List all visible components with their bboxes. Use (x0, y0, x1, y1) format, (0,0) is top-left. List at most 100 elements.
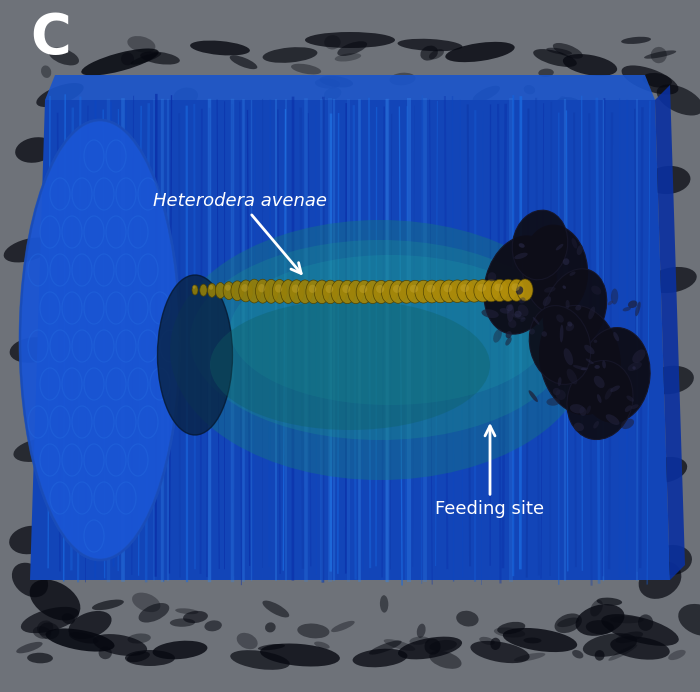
Ellipse shape (424, 639, 440, 655)
Ellipse shape (594, 421, 599, 428)
Ellipse shape (575, 305, 581, 311)
Ellipse shape (201, 102, 213, 113)
Ellipse shape (586, 620, 614, 635)
Ellipse shape (444, 284, 452, 292)
Ellipse shape (324, 87, 342, 100)
Ellipse shape (505, 331, 512, 338)
Ellipse shape (12, 563, 48, 597)
Ellipse shape (258, 644, 285, 650)
Ellipse shape (621, 37, 651, 44)
Ellipse shape (590, 600, 603, 617)
Ellipse shape (92, 599, 124, 610)
Ellipse shape (9, 526, 51, 554)
Ellipse shape (415, 280, 432, 303)
Ellipse shape (210, 300, 490, 430)
Ellipse shape (429, 49, 444, 60)
Ellipse shape (314, 280, 330, 304)
Ellipse shape (563, 54, 617, 76)
Ellipse shape (514, 653, 545, 662)
Ellipse shape (175, 608, 198, 614)
Ellipse shape (574, 423, 584, 431)
Ellipse shape (477, 284, 486, 292)
Ellipse shape (121, 53, 134, 65)
Ellipse shape (594, 365, 600, 369)
Ellipse shape (580, 327, 650, 422)
Ellipse shape (230, 650, 290, 670)
Ellipse shape (594, 340, 597, 343)
Ellipse shape (38, 622, 60, 639)
Ellipse shape (622, 66, 678, 95)
Ellipse shape (632, 366, 636, 370)
Polygon shape (45, 75, 655, 100)
Ellipse shape (20, 120, 180, 560)
Ellipse shape (491, 280, 508, 302)
Ellipse shape (393, 285, 401, 293)
Ellipse shape (538, 69, 554, 77)
Ellipse shape (331, 280, 346, 304)
Ellipse shape (494, 628, 525, 637)
Ellipse shape (518, 304, 528, 316)
Ellipse shape (567, 369, 577, 384)
Ellipse shape (323, 280, 338, 304)
Ellipse shape (380, 595, 389, 612)
Ellipse shape (543, 268, 607, 352)
Ellipse shape (209, 285, 213, 290)
Ellipse shape (507, 304, 514, 322)
Ellipse shape (410, 637, 429, 645)
Ellipse shape (264, 280, 279, 303)
Ellipse shape (631, 404, 638, 409)
Ellipse shape (564, 348, 573, 365)
Ellipse shape (36, 83, 84, 107)
Ellipse shape (41, 66, 51, 78)
Ellipse shape (621, 419, 634, 429)
Ellipse shape (487, 272, 496, 281)
Ellipse shape (668, 650, 686, 660)
Ellipse shape (542, 331, 547, 337)
Ellipse shape (193, 285, 195, 289)
Ellipse shape (520, 318, 526, 322)
Ellipse shape (69, 611, 111, 639)
Text: Heterodera avenae: Heterodera avenae (153, 192, 327, 273)
Ellipse shape (373, 280, 389, 304)
Ellipse shape (586, 358, 594, 364)
Ellipse shape (27, 653, 53, 664)
Ellipse shape (424, 280, 440, 303)
Ellipse shape (298, 280, 312, 304)
Ellipse shape (470, 641, 530, 663)
Ellipse shape (429, 650, 461, 669)
Ellipse shape (511, 313, 525, 320)
Ellipse shape (572, 650, 583, 659)
Ellipse shape (588, 307, 595, 320)
Ellipse shape (353, 648, 407, 667)
Ellipse shape (608, 644, 637, 661)
Ellipse shape (636, 302, 640, 316)
Ellipse shape (127, 652, 150, 662)
Ellipse shape (606, 415, 620, 425)
Ellipse shape (622, 307, 631, 311)
Ellipse shape (93, 634, 147, 656)
Ellipse shape (646, 366, 694, 394)
Ellipse shape (615, 632, 643, 643)
Ellipse shape (37, 621, 53, 636)
Ellipse shape (519, 243, 525, 248)
Ellipse shape (208, 283, 216, 298)
Ellipse shape (223, 282, 235, 300)
Ellipse shape (432, 280, 449, 303)
Ellipse shape (643, 73, 672, 88)
Ellipse shape (575, 604, 624, 636)
Ellipse shape (359, 285, 368, 293)
Ellipse shape (99, 647, 112, 659)
Ellipse shape (389, 73, 416, 85)
Ellipse shape (237, 632, 258, 649)
Ellipse shape (239, 280, 253, 302)
Ellipse shape (170, 619, 195, 627)
Ellipse shape (542, 296, 551, 306)
Ellipse shape (553, 43, 583, 59)
Ellipse shape (140, 51, 180, 64)
Ellipse shape (348, 280, 364, 304)
Ellipse shape (170, 220, 590, 480)
Ellipse shape (628, 300, 638, 308)
Ellipse shape (272, 280, 287, 303)
Ellipse shape (398, 280, 415, 303)
Ellipse shape (335, 53, 361, 62)
